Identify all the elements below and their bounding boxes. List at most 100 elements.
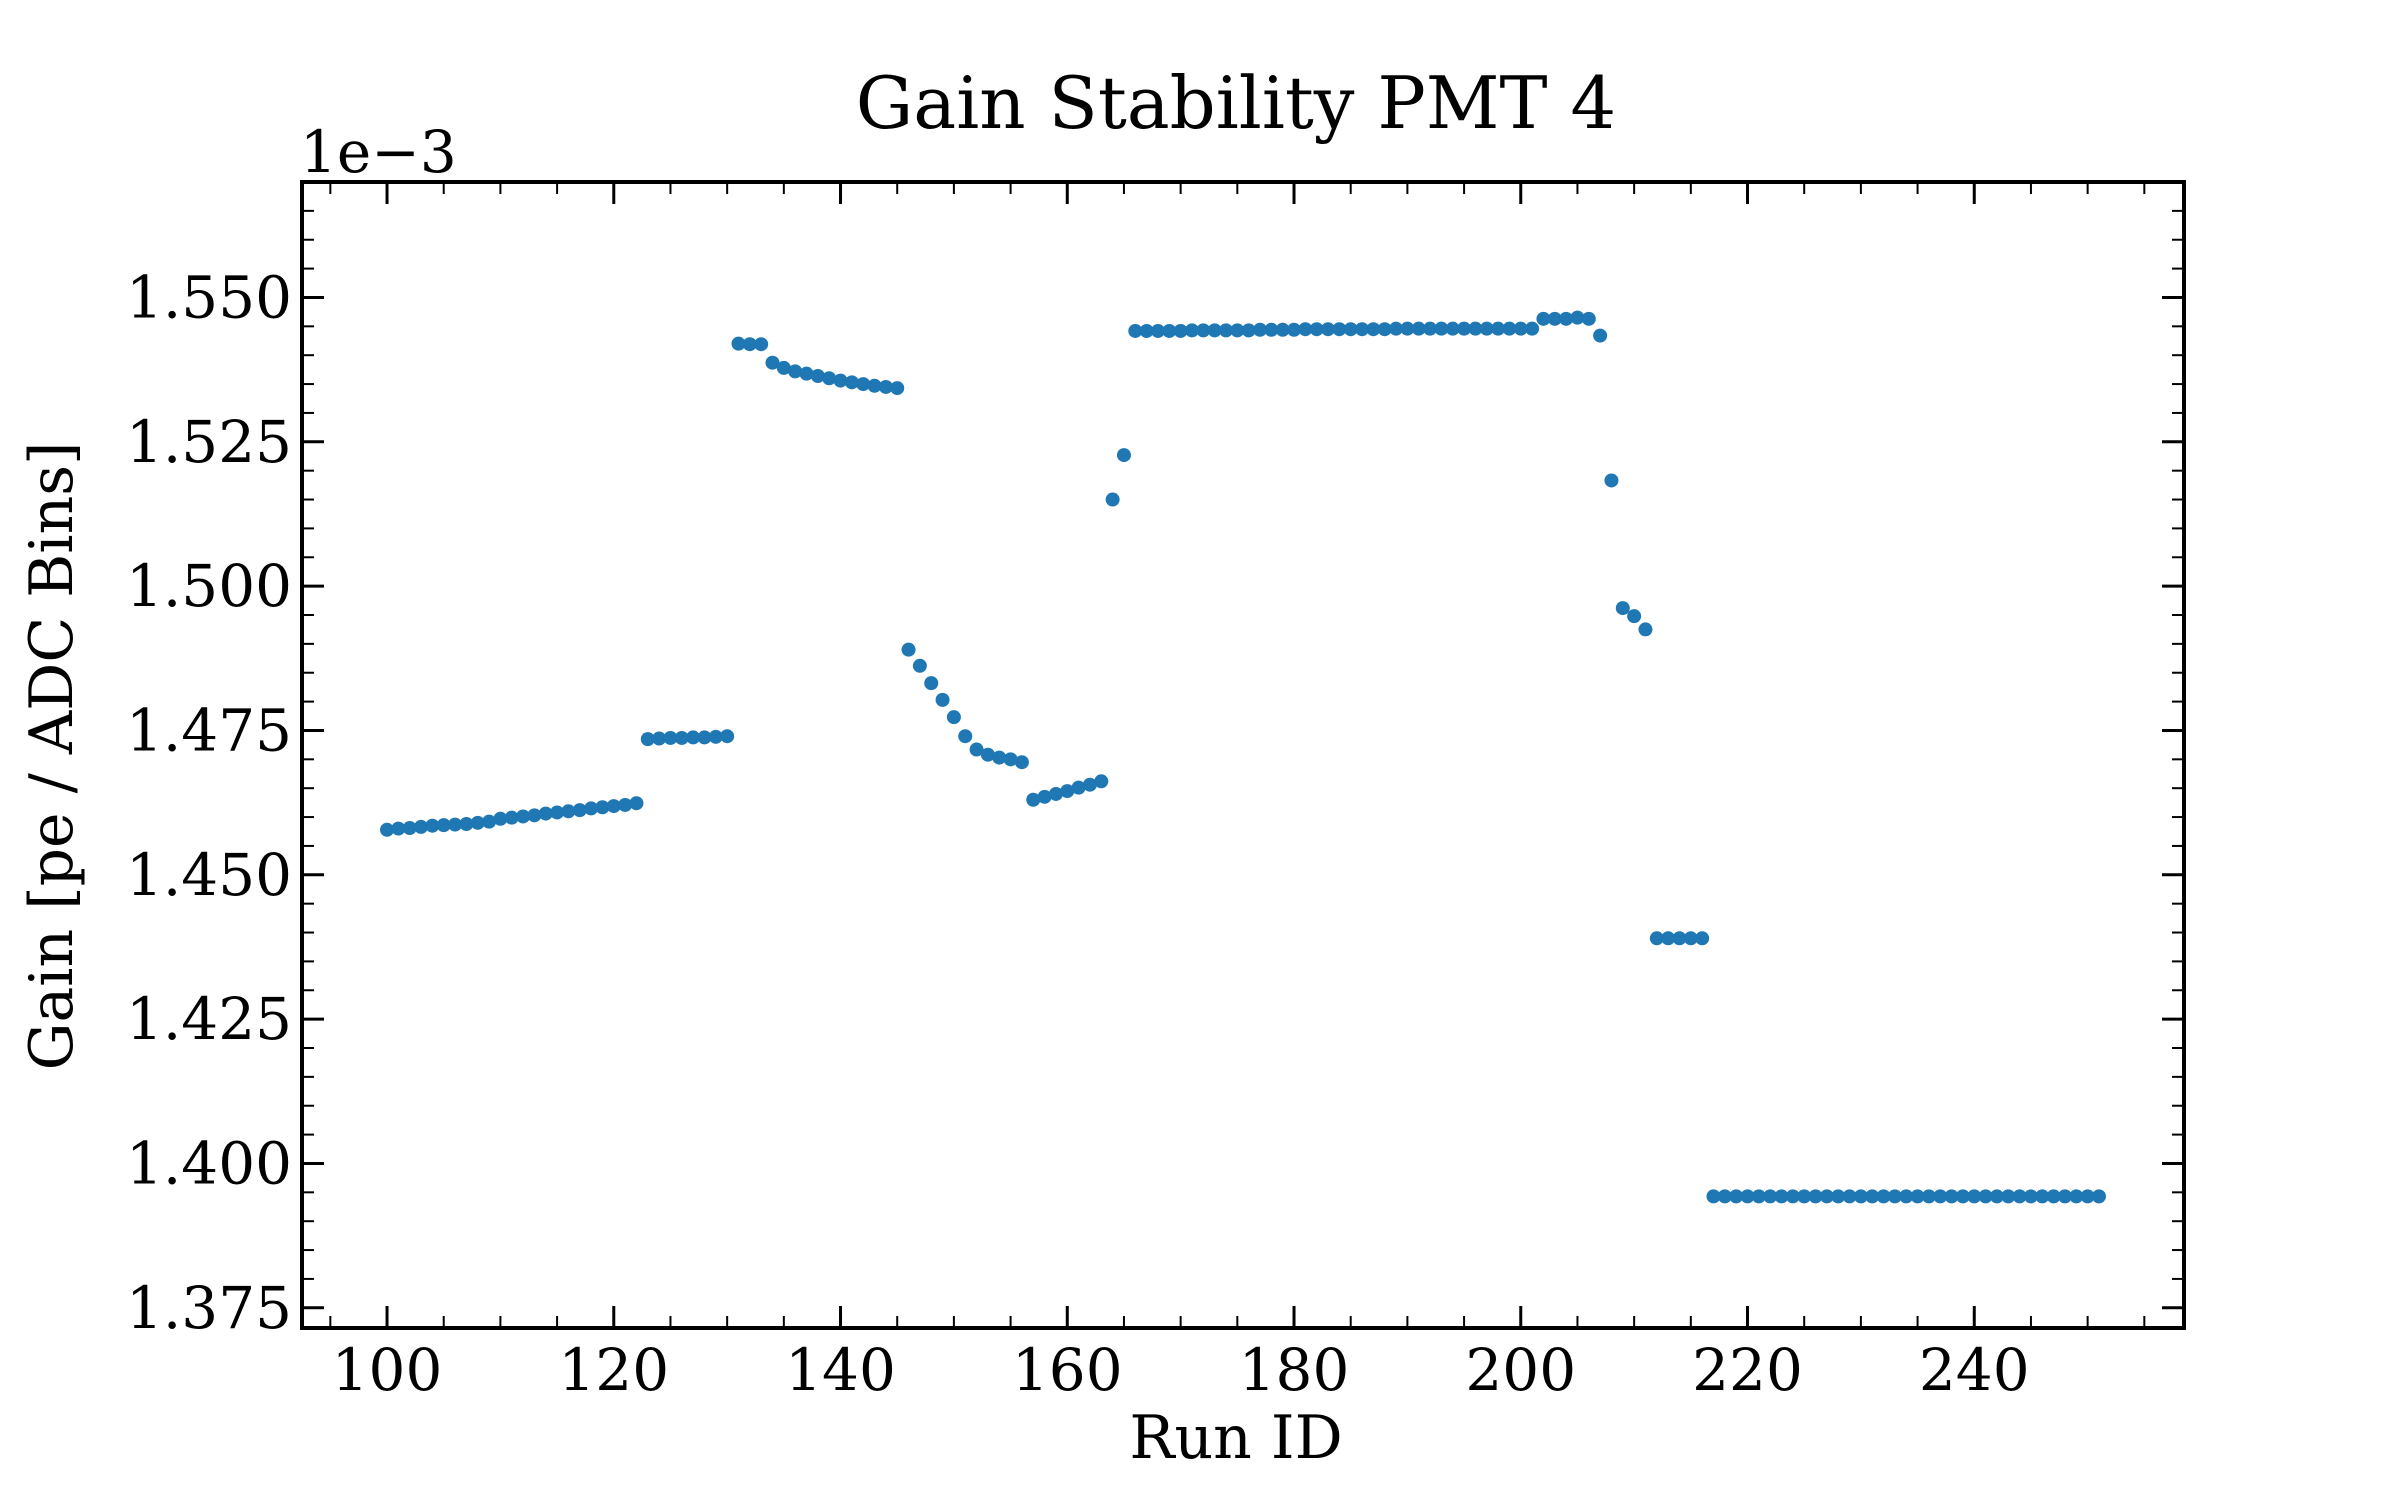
y-tick-label: 1.475 [126, 696, 292, 764]
data-point [799, 366, 814, 381]
data-point [1933, 1189, 1948, 1204]
data-points [380, 310, 2106, 1204]
data-point [1547, 311, 1562, 326]
data-point [1706, 1189, 1721, 1204]
data-point [504, 810, 519, 825]
data-point [1332, 322, 1347, 337]
data-point [1116, 448, 1131, 463]
data-point [1218, 323, 1233, 338]
data-point [1400, 321, 1415, 336]
data-point [674, 730, 689, 745]
data-point [1638, 622, 1653, 637]
data-point [720, 729, 735, 744]
data-point [459, 816, 474, 831]
data-point [1751, 1189, 1766, 1204]
data-point [1037, 789, 1052, 804]
data-point [810, 368, 825, 383]
data-point [1128, 323, 1143, 338]
data-point [550, 805, 565, 820]
data-point [697, 730, 712, 745]
data-point [992, 750, 1007, 765]
data-point [2080, 1189, 2095, 1204]
data-point [1502, 321, 1517, 336]
data-point [493, 811, 508, 826]
data-point [1570, 310, 1585, 325]
data-point [595, 800, 610, 815]
data-point [1978, 1189, 1993, 1204]
data-point [1740, 1189, 1755, 1204]
data-point [1910, 1189, 1925, 1204]
data-point [980, 747, 995, 762]
data-point [448, 817, 463, 832]
data-point [1649, 931, 1664, 946]
data-point [1615, 601, 1630, 616]
data-point [1479, 321, 1494, 336]
data-point [2091, 1189, 2106, 1204]
data-point [1014, 755, 1029, 770]
data-point [1695, 931, 1710, 946]
data-point [1842, 1189, 1857, 1204]
data-point [1150, 323, 1165, 338]
data-point [742, 337, 757, 352]
data-point [1457, 321, 1472, 336]
data-point [402, 821, 417, 836]
data-point [1366, 322, 1381, 337]
x-tick-label: 160 [1012, 1336, 1123, 1404]
data-point [1377, 322, 1392, 337]
data-point [1309, 322, 1324, 337]
plot-frame [300, 180, 2186, 1330]
data-point [1389, 321, 1404, 336]
data-point [890, 381, 905, 396]
data-point [1253, 322, 1268, 337]
data-point [2035, 1189, 2050, 1204]
data-point [1082, 777, 1097, 792]
data-point [1105, 492, 1120, 507]
data-point [414, 819, 429, 834]
data-point [822, 371, 837, 386]
data-point [969, 742, 984, 757]
x-axis-label: Run ID [1129, 1403, 1342, 1473]
data-point [640, 732, 655, 747]
data-point [1797, 1189, 1812, 1204]
data-point [1423, 321, 1438, 336]
data-point [1275, 322, 1290, 337]
axis-ticks: 100 120 140 160 180 200 220 240 1.375 1.400 1.425 1… [126, 181, 2184, 1404]
data-point [946, 710, 961, 725]
data-point [527, 808, 542, 823]
data-point [1967, 1189, 1982, 1204]
data-point [754, 337, 769, 352]
data-point [1921, 1189, 1936, 1204]
data-point [618, 797, 633, 812]
data-point [1230, 323, 1245, 338]
data-point [1060, 784, 1075, 799]
data-point [2057, 1189, 2072, 1204]
data-point [958, 729, 973, 744]
data-point [2046, 1189, 2061, 1204]
data-point [731, 336, 746, 351]
y-tick-label: 1.500 [126, 552, 292, 620]
data-point [856, 377, 871, 392]
data-point [380, 822, 395, 837]
data-point [2069, 1189, 2084, 1204]
chart-title: Gain Stability PMT 4 [856, 61, 1616, 145]
data-point [516, 809, 531, 824]
y-tick-label: 1.425 [126, 985, 292, 1053]
data-point [776, 360, 791, 375]
y-axis-offset-text: 1e−3 [300, 118, 457, 186]
data-point [1355, 322, 1370, 337]
data-point [572, 803, 587, 818]
data-point [629, 796, 644, 811]
data-point [1819, 1189, 1834, 1204]
data-point [1196, 323, 1211, 338]
data-point [2001, 1189, 2016, 1204]
data-point [1774, 1189, 1789, 1204]
data-point [788, 364, 803, 379]
data-point [1003, 752, 1018, 767]
x-tick-label: 200 [1465, 1336, 1576, 1404]
data-point [1343, 322, 1358, 337]
data-point [1139, 323, 1154, 338]
x-tick-label: 120 [558, 1336, 669, 1404]
data-point [1445, 321, 1460, 336]
data-point [901, 642, 916, 657]
